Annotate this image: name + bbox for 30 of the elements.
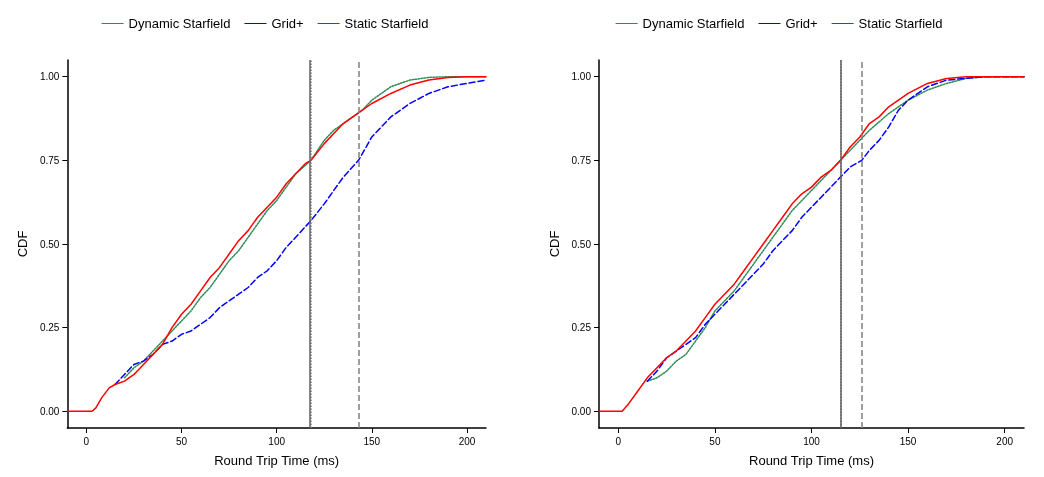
y-tick-label: 0.75 — [571, 154, 592, 166]
x-tick-label: 50 — [175, 435, 188, 447]
legend-label: Static Starfield — [858, 16, 943, 31]
legend-label: Grid+ — [271, 16, 304, 31]
x-tick-label: 200 — [458, 435, 476, 447]
y-tick-label: 0.00 — [571, 405, 592, 417]
y-tick-label: 0.50 — [571, 238, 592, 250]
y-tick-label: 0.00 — [39, 405, 60, 417]
x-tick-label: 150 — [363, 435, 381, 447]
y-tick-label: 0.75 — [39, 154, 60, 166]
y-axis-title: CDF — [15, 230, 30, 258]
x-tick-label: 100 — [268, 435, 286, 447]
x-axis-title: Round Trip Time (ms) — [749, 453, 874, 468]
legend-label: Grid+ — [785, 16, 818, 31]
legend-label: Dynamic Starfield — [128, 16, 231, 31]
y-tick-label: 0.25 — [571, 322, 592, 334]
x-tick-label: 100 — [803, 435, 821, 447]
x-tick-label: 200 — [996, 435, 1014, 447]
x-tick-label: 50 — [709, 435, 721, 447]
y-axis-title: CDF — [546, 230, 562, 258]
y-tick-label: 1.00 — [39, 71, 60, 83]
legend-label: Dynamic Starfield — [642, 16, 745, 31]
y-tick-label: 0.25 — [39, 322, 60, 334]
legend-label: Static Starfield — [344, 16, 429, 31]
x-tick-label: 0 — [83, 435, 90, 447]
x-tick-label: 150 — [899, 435, 917, 447]
y-tick-label: 0.50 — [39, 238, 60, 250]
x-tick-label: 0 — [615, 435, 622, 447]
x-axis-title: Round Trip Time (ms) — [214, 453, 340, 468]
y-tick-label: 1.00 — [571, 71, 592, 83]
